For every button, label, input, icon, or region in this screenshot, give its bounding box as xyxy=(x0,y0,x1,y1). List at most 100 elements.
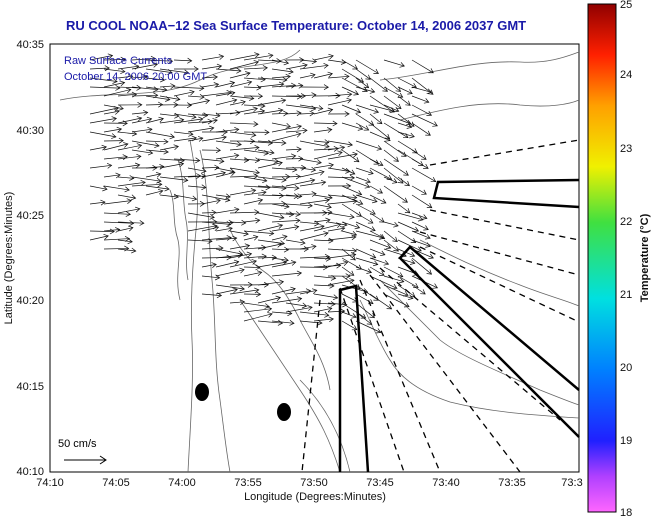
current-vector xyxy=(397,131,415,138)
y-tick-label: 40:30 xyxy=(16,125,44,137)
x-tick-label: 73:35 xyxy=(498,477,526,489)
current-vector xyxy=(89,146,107,151)
current-vector xyxy=(215,128,239,133)
current-vector xyxy=(397,77,417,88)
current-vector-head xyxy=(129,220,135,227)
current-vector xyxy=(369,77,388,92)
current-vector xyxy=(369,122,390,139)
current-vector xyxy=(243,110,265,115)
current-vector xyxy=(355,257,378,265)
current-vector xyxy=(201,264,217,268)
current-vector-head xyxy=(347,141,353,148)
current-vector xyxy=(327,248,357,252)
current-vector xyxy=(341,284,368,293)
current-vector xyxy=(271,185,299,189)
x-tick-label: 73:45 xyxy=(366,477,394,489)
current-vector xyxy=(187,212,215,218)
current-vector xyxy=(243,230,274,234)
current-vector-head xyxy=(305,288,312,295)
current-vector-head xyxy=(309,177,316,184)
current-vector-head xyxy=(211,209,217,216)
current-vector-head xyxy=(152,62,159,68)
current-vector xyxy=(131,140,160,147)
current-vector-head xyxy=(327,194,333,201)
current-vector xyxy=(327,140,353,146)
current-vector xyxy=(89,201,106,205)
current-vector xyxy=(243,302,270,307)
current-vector-head xyxy=(349,169,356,175)
current-vector-head xyxy=(244,243,251,250)
current-vector-head xyxy=(342,260,349,266)
current-vector xyxy=(369,185,383,194)
current-vector-head xyxy=(271,254,277,261)
current-vector xyxy=(313,109,333,115)
current-vector-head xyxy=(356,190,363,196)
current-vector xyxy=(243,313,273,322)
current-vector-head xyxy=(209,125,215,132)
current-vector xyxy=(117,131,137,135)
current-vector xyxy=(271,76,291,79)
current-vector xyxy=(201,65,222,70)
current-vector-head xyxy=(323,62,329,69)
current-vector xyxy=(285,290,311,295)
current-vector-head xyxy=(409,132,415,139)
current-vector-head xyxy=(370,226,376,232)
current-vector xyxy=(271,311,292,314)
current-vector xyxy=(313,239,334,242)
current-vector-head xyxy=(136,116,143,122)
current-vector xyxy=(341,194,363,205)
current-vector xyxy=(411,95,429,103)
current-vector xyxy=(229,230,249,235)
current-vector-head xyxy=(143,109,149,116)
current-vector xyxy=(103,128,122,133)
current-vector xyxy=(299,311,329,316)
current-vector-head xyxy=(256,84,262,91)
current-vector xyxy=(327,302,347,306)
current-vector xyxy=(229,108,258,115)
current-vector xyxy=(299,193,317,196)
current-vector xyxy=(229,72,251,79)
current-vector xyxy=(145,131,175,138)
colorbar-tick: 22 xyxy=(620,216,632,228)
current-vector-head xyxy=(163,148,169,155)
current-vector xyxy=(271,298,302,304)
current-vector xyxy=(313,219,331,223)
y-tick-label: 40:15 xyxy=(16,381,44,393)
current-vector xyxy=(397,212,423,221)
current-vector-head xyxy=(253,60,260,66)
current-vector-head xyxy=(357,125,364,131)
current-vector-head xyxy=(432,121,438,127)
current-vector-head xyxy=(123,142,129,148)
current-vector xyxy=(229,260,257,268)
y-tick-label: 40:35 xyxy=(16,39,44,51)
current-vector xyxy=(383,275,404,283)
current-vector-head xyxy=(127,238,133,245)
current-vector xyxy=(383,113,412,125)
current-vector-head xyxy=(372,260,379,267)
current-vector xyxy=(341,185,362,195)
current-vector xyxy=(117,239,133,243)
current-vector-head xyxy=(262,177,268,184)
current-vector-head xyxy=(351,325,358,331)
current-vector-head xyxy=(229,167,235,174)
current-vector xyxy=(313,211,332,214)
current-vector-head xyxy=(413,226,420,232)
current-vector-head xyxy=(277,319,284,326)
current-vector xyxy=(299,158,322,164)
current-vector-head xyxy=(111,133,117,139)
current-vector-head xyxy=(393,221,399,228)
current-vector xyxy=(327,99,352,106)
current-vector-head xyxy=(267,139,274,146)
current-vector xyxy=(369,230,385,239)
current-vector-head xyxy=(432,283,439,289)
current-vector-head xyxy=(362,288,369,294)
current-vector-head xyxy=(363,125,370,131)
current-vector-head xyxy=(405,100,411,106)
current-vector-head xyxy=(426,269,433,275)
current-vector xyxy=(355,248,376,259)
current-vector xyxy=(89,230,115,232)
current-vector-head xyxy=(153,86,159,93)
current-vector-head xyxy=(325,255,332,262)
current-vector-head xyxy=(134,162,141,169)
current-vector xyxy=(299,171,325,178)
